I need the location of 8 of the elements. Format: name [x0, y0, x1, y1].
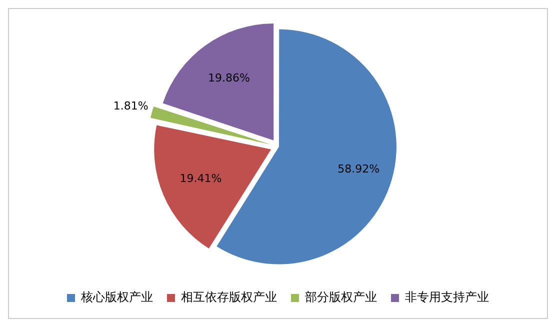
- data-label: 58.92%: [338, 162, 380, 176]
- data-label: 19.41%: [180, 172, 222, 186]
- legend-label: 非专用支持产业: [405, 290, 489, 304]
- legend-label: 部分版权产业: [305, 290, 377, 304]
- legend-label: 相互依存版权产业: [181, 290, 277, 304]
- legend-label: 核心版权产业: [80, 290, 153, 304]
- data-label: 1.81%: [113, 99, 148, 112]
- data-label: 19.86%: [208, 71, 250, 84]
